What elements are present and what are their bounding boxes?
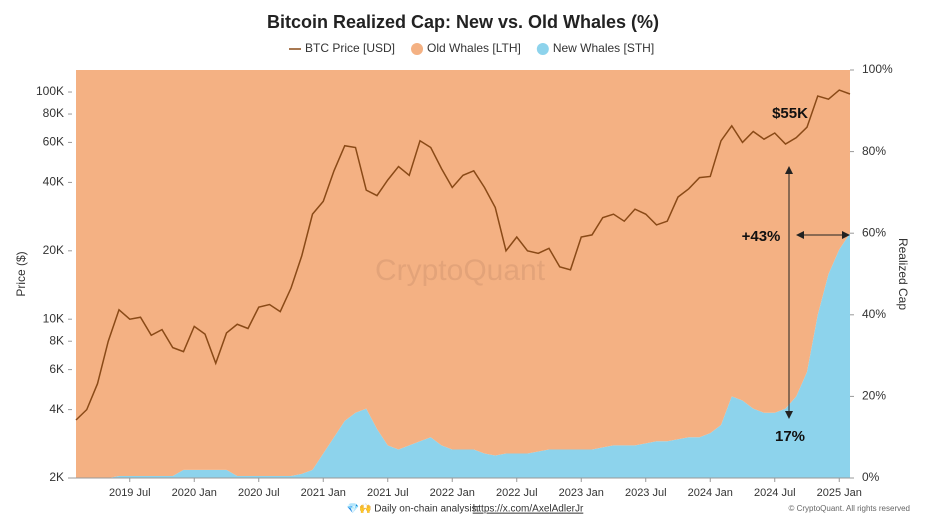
legend-label: BTC Price [USD] [305, 41, 395, 55]
y-tick-label: 6K [49, 362, 64, 376]
legend-label: Old Whales [LTH] [427, 41, 521, 55]
legend-label: New Whales [STH] [553, 41, 654, 55]
footer: 💎🙌 Daily on-chain analysis: [347, 503, 480, 515]
y-tick-label: 100K [36, 84, 64, 98]
plot-area [76, 70, 850, 478]
x-tick-label: 2021 Jan [301, 487, 346, 499]
x-tick-label: 2023 Jan [559, 487, 604, 499]
x-tick-label: 2024 Jul [754, 487, 796, 499]
y2-tick-label: 0% [862, 470, 880, 484]
y-tick-label: 20K [43, 243, 64, 257]
y-tick-label: 4K [49, 402, 64, 416]
y-tick-label: 80K [43, 106, 64, 120]
area [76, 70, 850, 478]
watermark: CryptoQuant [375, 254, 546, 287]
x-tick-label: 2023 Jul [625, 487, 667, 499]
y2-tick-label: 40% [862, 307, 886, 321]
x-tick-label: 2022 Jul [496, 487, 538, 499]
annotation: +43% [742, 228, 781, 245]
y-tick-label: 40K [43, 175, 64, 189]
x-tick-label: 2021 Jul [367, 487, 409, 499]
y-axis-label: Price ($) [14, 251, 28, 296]
y-tick-label: 8K [49, 333, 64, 347]
y2-tick-label: 20% [862, 389, 886, 403]
legend-swatch [536, 43, 549, 55]
x-tick-label: 2022 Jan [430, 487, 475, 499]
x-tick-label: 2019 Jul [109, 487, 151, 499]
area [76, 233, 850, 478]
footer-link[interactable]: https://x.com/AxelAdlerJr [473, 504, 584, 515]
x-tick-label: 2020 Jul [238, 487, 280, 499]
x-tick-label: 2020 Jan [172, 487, 217, 499]
y2-tick-label: 60% [862, 225, 886, 239]
y-tick-label: 60K [43, 135, 64, 149]
legend-swatch [411, 43, 424, 55]
copyright: © CryptoQuant. All rights reserved [789, 504, 911, 513]
x-tick-label: 2025 Jan [817, 487, 862, 499]
annotation: 17% [775, 428, 805, 445]
y2-tick-label: 100% [862, 62, 893, 76]
y-tick-label: 10K [43, 311, 64, 325]
y2-tick-label: 80% [862, 144, 886, 158]
price-line [75, 89, 851, 421]
chart-title: Bitcoin Realized Cap: New vs. Old Whales… [267, 12, 659, 32]
y2-axis-label: Realized Cap [896, 238, 910, 310]
x-tick-label: 2024 Jan [688, 487, 733, 499]
annotation: $55K [772, 105, 808, 122]
y-tick-label: 2K [49, 470, 64, 484]
